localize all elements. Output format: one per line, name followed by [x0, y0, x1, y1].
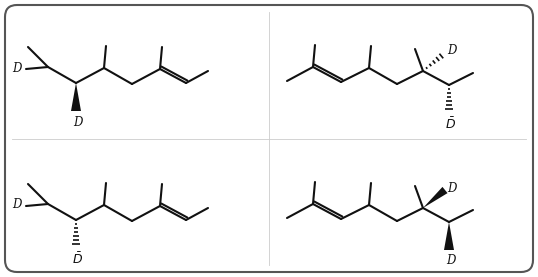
Polygon shape	[444, 222, 454, 250]
FancyBboxPatch shape	[5, 5, 533, 272]
Text: D: D	[447, 255, 456, 268]
Polygon shape	[423, 187, 448, 208]
Text: $\bar{D}$: $\bar{D}$	[73, 251, 83, 267]
Polygon shape	[71, 83, 81, 111]
Text: D: D	[447, 181, 457, 194]
Text: D: D	[447, 45, 457, 58]
Text: D: D	[12, 61, 22, 75]
Text: D: D	[12, 199, 22, 212]
Text: D: D	[73, 116, 83, 129]
Text: $\bar{D}$: $\bar{D}$	[445, 116, 457, 132]
